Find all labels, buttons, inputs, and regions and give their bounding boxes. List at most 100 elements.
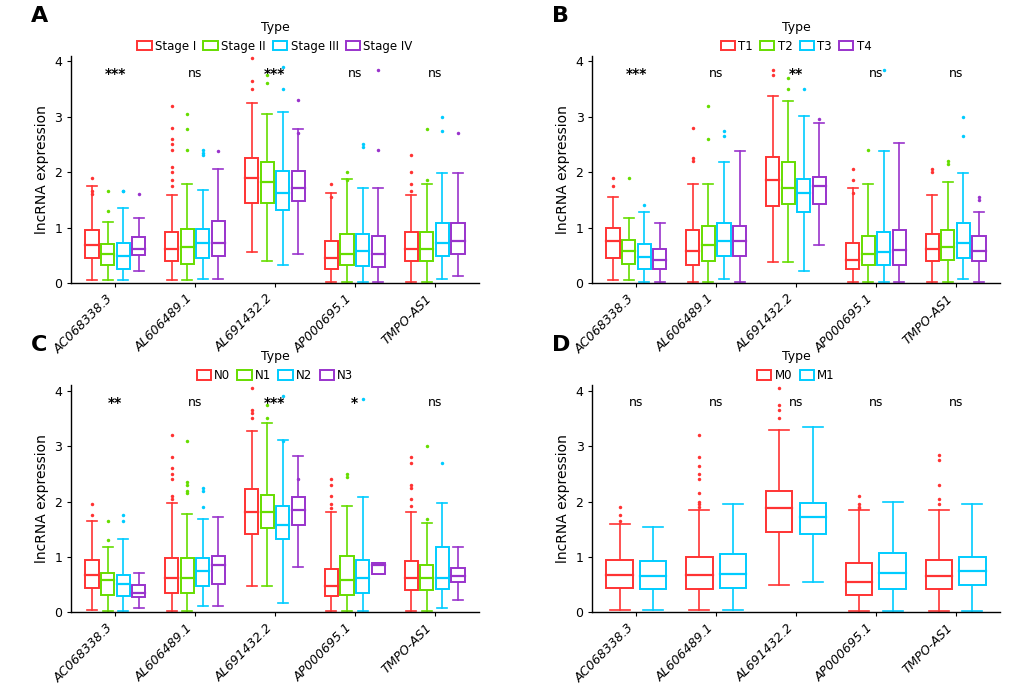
Bar	[131, 237, 145, 255]
Text: ns: ns	[187, 396, 202, 409]
Bar	[371, 562, 384, 574]
Bar	[260, 495, 273, 528]
Text: ***: ***	[264, 396, 285, 411]
Y-axis label: lncRNA expression: lncRNA expression	[35, 105, 49, 234]
Bar	[260, 162, 273, 203]
Bar	[356, 560, 369, 592]
Y-axis label: lncRNA expression: lncRNA expression	[555, 105, 570, 234]
Text: C: C	[31, 335, 47, 355]
Bar	[876, 232, 890, 265]
Bar	[765, 491, 792, 532]
Bar	[781, 162, 794, 204]
Bar	[435, 547, 448, 590]
Bar	[845, 243, 858, 269]
Bar	[861, 236, 874, 265]
Bar	[86, 230, 99, 258]
Bar	[622, 239, 635, 264]
Bar	[324, 242, 337, 269]
Bar	[451, 223, 464, 254]
Text: ns: ns	[187, 67, 202, 80]
Bar	[196, 228, 209, 258]
Bar	[245, 489, 258, 534]
Text: ns: ns	[708, 67, 722, 80]
Y-axis label: lncRNA expression: lncRNA expression	[35, 434, 49, 563]
Bar	[451, 568, 464, 582]
Legend: Stage I, Stage II, Stage III, Stage IV: Stage I, Stage II, Stage III, Stage IV	[138, 21, 412, 53]
Bar	[180, 558, 194, 592]
Bar	[637, 244, 650, 269]
Bar	[131, 585, 145, 597]
Bar	[101, 244, 114, 265]
Bar	[245, 158, 258, 203]
Text: ns: ns	[347, 67, 362, 80]
Text: *: *	[351, 396, 358, 411]
Text: ns: ns	[629, 396, 643, 409]
Bar	[925, 234, 938, 261]
Legend: N0, N1, N2, N3: N0, N1, N2, N3	[197, 350, 353, 382]
Text: B: B	[551, 6, 569, 26]
Text: **: **	[108, 396, 122, 411]
Bar	[324, 569, 337, 596]
Text: ***: ***	[625, 67, 646, 81]
Bar	[86, 560, 99, 587]
Bar	[733, 226, 746, 256]
Text: ns: ns	[868, 396, 882, 409]
Bar	[340, 556, 354, 595]
Bar	[686, 557, 712, 590]
Bar	[276, 506, 289, 539]
Bar	[212, 556, 225, 584]
Bar	[371, 236, 384, 267]
Bar	[799, 503, 825, 534]
Bar	[686, 230, 699, 265]
Bar	[101, 573, 114, 595]
Bar	[291, 171, 305, 201]
Bar	[845, 562, 871, 595]
Bar	[892, 230, 905, 265]
Y-axis label: lncRNA expression: lncRNA expression	[555, 434, 570, 563]
Bar	[405, 562, 418, 590]
Text: ***: ***	[264, 67, 285, 81]
Legend: M0, M1: M0, M1	[756, 350, 834, 382]
Bar	[420, 232, 433, 261]
Text: ns: ns	[427, 67, 441, 80]
Bar	[420, 565, 433, 590]
Bar	[765, 157, 779, 207]
Bar	[719, 554, 746, 587]
Text: ***: ***	[105, 67, 126, 81]
Bar	[606, 560, 632, 587]
Text: ns: ns	[427, 396, 441, 409]
Text: ns: ns	[788, 396, 802, 409]
Bar	[639, 562, 665, 590]
Bar	[276, 171, 289, 209]
Text: D: D	[551, 335, 570, 355]
Bar	[165, 558, 178, 592]
Bar	[340, 234, 354, 265]
Text: **: **	[788, 67, 802, 81]
Bar	[116, 575, 129, 596]
Bar	[212, 221, 225, 256]
Bar	[116, 243, 129, 269]
Bar	[971, 236, 984, 261]
Text: ns: ns	[868, 67, 882, 80]
Bar	[356, 234, 369, 267]
Bar	[812, 177, 825, 204]
Bar	[606, 228, 619, 258]
Text: A: A	[31, 6, 48, 26]
Bar	[180, 228, 194, 264]
Legend: T1, T2, T3, T4: T1, T2, T3, T4	[719, 21, 870, 53]
Bar	[716, 223, 730, 256]
Bar	[196, 558, 209, 586]
Bar	[958, 557, 984, 585]
Bar	[291, 497, 305, 525]
Text: ns: ns	[708, 396, 722, 409]
Bar	[941, 230, 954, 260]
Bar	[405, 232, 418, 261]
Bar	[652, 248, 665, 269]
Bar	[878, 553, 905, 590]
Bar	[701, 226, 714, 261]
Bar	[925, 560, 951, 590]
Bar	[956, 223, 969, 258]
Bar	[797, 179, 810, 212]
Bar	[435, 223, 448, 256]
Bar	[165, 232, 178, 261]
